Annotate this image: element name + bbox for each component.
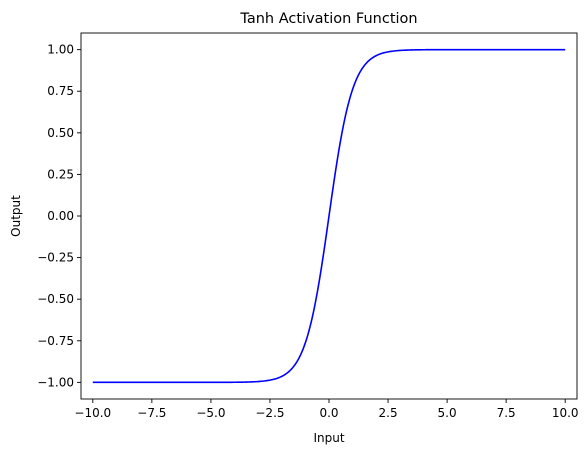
y-tick-label: 0.75 bbox=[47, 84, 74, 98]
y-tick-label: 0.25 bbox=[47, 167, 74, 181]
y-tick-label: 1.00 bbox=[47, 43, 74, 57]
x-tick-label: 7.5 bbox=[497, 406, 516, 420]
x-tick-label: −2.5 bbox=[255, 406, 284, 420]
x-axis-label: Input bbox=[313, 431, 344, 445]
x-tick-label: 5.0 bbox=[438, 406, 457, 420]
chart-title: Tanh Activation Function bbox=[239, 11, 417, 27]
series-line-0 bbox=[92, 48, 566, 384]
plot-area: −10.0 −7.5 −5.0 −2.5 0.0 2.5 5.0 7.5 10.0 −1.00 −0… bbox=[37, 32, 579, 420]
y-tick-label: −0.25 bbox=[37, 251, 74, 265]
x-tick-label: 10.0 bbox=[552, 406, 579, 420]
y-tick-label: 0.00 bbox=[47, 209, 74, 223]
y-tick-label: −1.00 bbox=[37, 375, 74, 389]
x-tick-label: 2.5 bbox=[379, 406, 398, 420]
y-tick-label: −0.50 bbox=[37, 292, 74, 306]
x-tick-label: −5.0 bbox=[196, 406, 225, 420]
x-tick-label: −10.0 bbox=[74, 406, 111, 420]
y-axis-label: Output bbox=[9, 195, 23, 237]
y-tick-label: −0.75 bbox=[37, 334, 74, 348]
x-tick-label: 0.0 bbox=[319, 406, 338, 420]
y-tick-label: 0.50 bbox=[47, 126, 74, 140]
x-tick-label: −7.5 bbox=[137, 406, 166, 420]
